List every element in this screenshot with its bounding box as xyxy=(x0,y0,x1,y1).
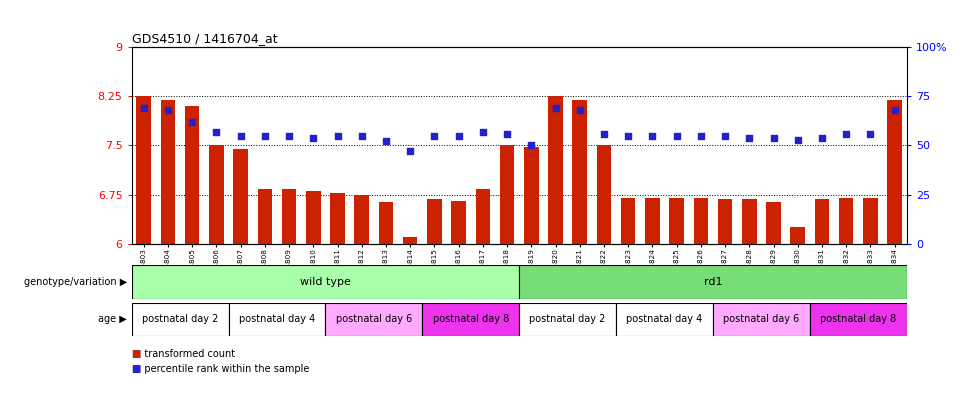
Bar xyxy=(838,198,853,244)
Text: ■: ■ xyxy=(132,349,140,359)
Point xyxy=(233,132,249,139)
Bar xyxy=(132,303,228,336)
Point xyxy=(427,132,443,139)
Point xyxy=(475,129,490,135)
Bar xyxy=(331,193,345,244)
Point xyxy=(184,119,200,125)
Bar xyxy=(282,189,296,244)
Bar xyxy=(597,145,611,244)
Point xyxy=(742,134,758,141)
Bar xyxy=(161,99,176,244)
Point xyxy=(718,132,733,139)
Bar xyxy=(791,227,805,244)
Point xyxy=(281,132,296,139)
Bar xyxy=(326,303,422,336)
Bar xyxy=(718,199,732,244)
Bar xyxy=(815,199,829,244)
Bar xyxy=(209,145,223,244)
Bar xyxy=(185,106,200,244)
Point xyxy=(136,105,151,111)
Text: postnatal day 8: postnatal day 8 xyxy=(433,314,509,324)
Point xyxy=(257,132,273,139)
Bar xyxy=(645,198,660,244)
Point xyxy=(403,148,418,154)
Bar xyxy=(621,198,636,244)
Bar xyxy=(742,199,757,244)
Bar xyxy=(451,201,466,244)
Bar xyxy=(233,149,248,244)
Point xyxy=(596,130,611,137)
Point xyxy=(620,132,636,139)
Point xyxy=(548,105,564,111)
Text: postnatal day 6: postnatal day 6 xyxy=(335,314,412,324)
Point xyxy=(644,132,660,139)
Bar xyxy=(422,303,519,336)
Point xyxy=(499,130,515,137)
Point xyxy=(160,107,176,113)
Bar xyxy=(257,189,272,244)
Bar xyxy=(670,198,683,244)
Point xyxy=(669,132,684,139)
Point xyxy=(887,107,903,113)
Bar xyxy=(810,303,907,336)
Text: wild type: wild type xyxy=(300,277,351,287)
Bar xyxy=(887,99,902,244)
Bar xyxy=(427,199,442,244)
Bar xyxy=(136,96,151,244)
Text: postnatal day 8: postnatal day 8 xyxy=(820,314,896,324)
Bar xyxy=(306,191,321,244)
Bar xyxy=(519,265,907,299)
Text: ■ transformed count: ■ transformed count xyxy=(132,349,235,359)
Bar xyxy=(476,189,490,244)
Bar xyxy=(766,202,781,244)
Text: postnatal day 4: postnatal day 4 xyxy=(626,314,703,324)
Point xyxy=(765,134,781,141)
Point xyxy=(330,132,345,139)
Bar xyxy=(524,147,538,244)
Point xyxy=(450,132,466,139)
Bar xyxy=(572,99,587,244)
Bar xyxy=(713,303,810,336)
Bar xyxy=(378,202,393,244)
Text: postnatal day 6: postnatal day 6 xyxy=(723,314,800,324)
Point xyxy=(863,130,878,137)
Point xyxy=(693,132,709,139)
Bar xyxy=(863,198,878,244)
Text: postnatal day 2: postnatal day 2 xyxy=(529,314,605,324)
Bar xyxy=(616,303,713,336)
Text: postnatal day 4: postnatal day 4 xyxy=(239,314,315,324)
Bar xyxy=(500,145,515,244)
Text: genotype/variation ▶: genotype/variation ▶ xyxy=(23,277,127,287)
Point xyxy=(790,136,805,143)
Text: rd1: rd1 xyxy=(704,277,722,287)
Point xyxy=(305,134,321,141)
Point xyxy=(209,129,224,135)
Bar xyxy=(355,195,369,244)
Bar xyxy=(693,198,708,244)
Bar xyxy=(403,237,417,244)
Text: ■ percentile rank within the sample: ■ percentile rank within the sample xyxy=(132,364,309,375)
Point xyxy=(572,107,588,113)
Point xyxy=(838,130,854,137)
Text: postnatal day 2: postnatal day 2 xyxy=(142,314,218,324)
Point xyxy=(814,134,830,141)
Bar xyxy=(519,303,616,336)
Bar xyxy=(228,303,326,336)
Bar xyxy=(548,96,563,244)
Bar xyxy=(132,265,519,299)
Point xyxy=(524,142,539,149)
Text: GDS4510 / 1416704_at: GDS4510 / 1416704_at xyxy=(132,31,277,44)
Text: ■: ■ xyxy=(132,364,140,375)
Point xyxy=(354,132,370,139)
Text: age ▶: age ▶ xyxy=(98,314,127,324)
Point xyxy=(378,138,394,145)
